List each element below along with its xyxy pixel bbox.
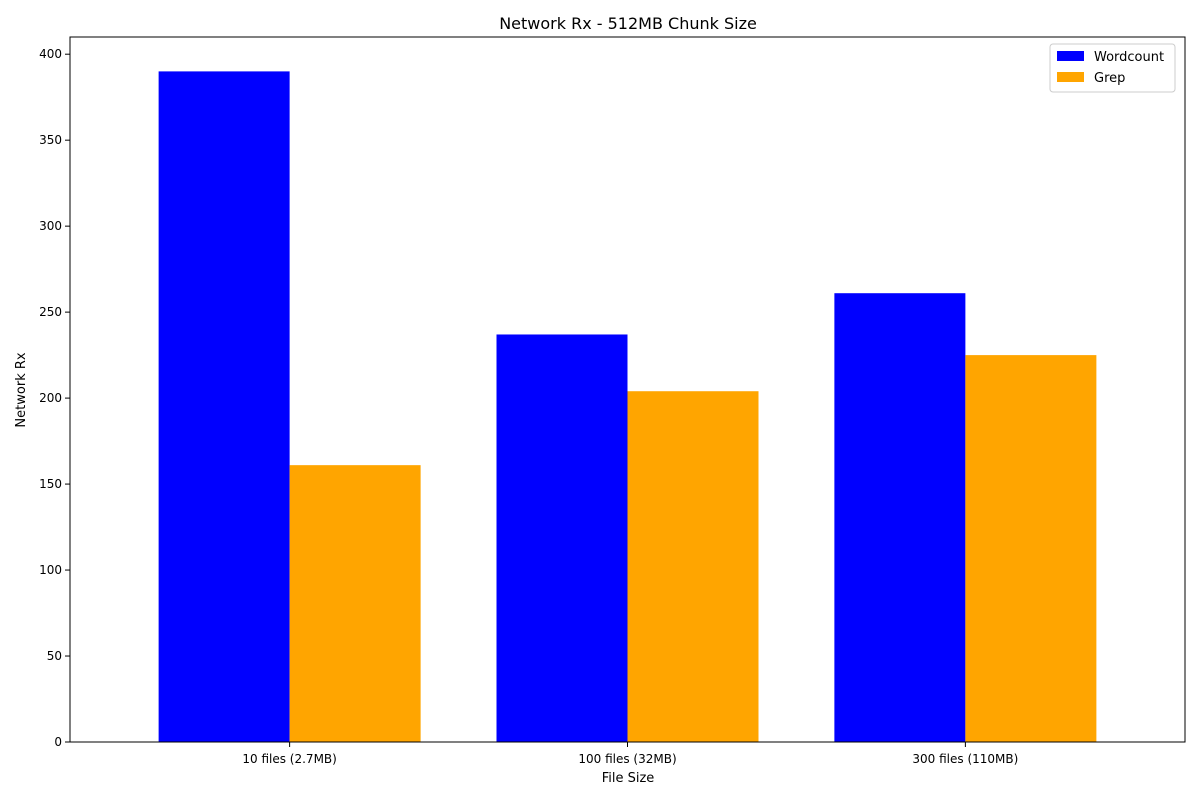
bar-wordcount-2 [834, 293, 966, 742]
legend-label-wordcount: Wordcount [1094, 50, 1164, 65]
bar-grep-2 [965, 355, 1097, 742]
bar-wordcount-1 [496, 334, 628, 742]
legend-swatch-grep [1057, 72, 1084, 82]
y-axis-label: Network Rx [14, 352, 29, 427]
y-tick-label: 150 [39, 477, 62, 491]
y-tick-label: 350 [39, 133, 62, 147]
x-tick-label: 300 files (110MB) [912, 752, 1018, 766]
y-tick-label: 0 [54, 735, 62, 749]
y-tick-label: 200 [39, 391, 62, 405]
plot-area: 0 50 100 150 200 250 300 350 400 10 files (2.7MB)… [39, 36, 1186, 766]
bar-grep-0 [289, 465, 421, 742]
y-tick-label: 300 [39, 219, 62, 233]
x-tick-label: 10 files (2.7MB) [242, 752, 336, 766]
chart-title: Network Rx - 512MB Chunk Size [499, 14, 757, 33]
y-tick-label: 250 [39, 305, 62, 319]
legend-label-grep: Grep [1094, 71, 1125, 86]
y-tick-label: 50 [47, 649, 62, 663]
legend: Wordcount Grep [1049, 43, 1176, 93]
y-tick-label: 100 [39, 563, 62, 577]
x-tick-label: 100 files (32MB) [578, 752, 676, 766]
bar-wordcount-0 [158, 71, 290, 742]
y-tick-label: 400 [39, 47, 62, 61]
bar-grep-1 [627, 391, 759, 742]
legend-swatch-wordcount [1057, 51, 1084, 61]
x-axis-label: File Size [602, 771, 655, 786]
